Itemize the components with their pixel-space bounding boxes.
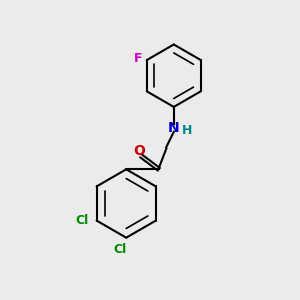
Text: N: N: [168, 121, 180, 135]
Text: F: F: [134, 52, 142, 65]
Text: Cl: Cl: [114, 243, 127, 256]
Text: H: H: [182, 124, 192, 137]
Text: Cl: Cl: [75, 214, 88, 227]
Text: O: O: [134, 145, 146, 158]
